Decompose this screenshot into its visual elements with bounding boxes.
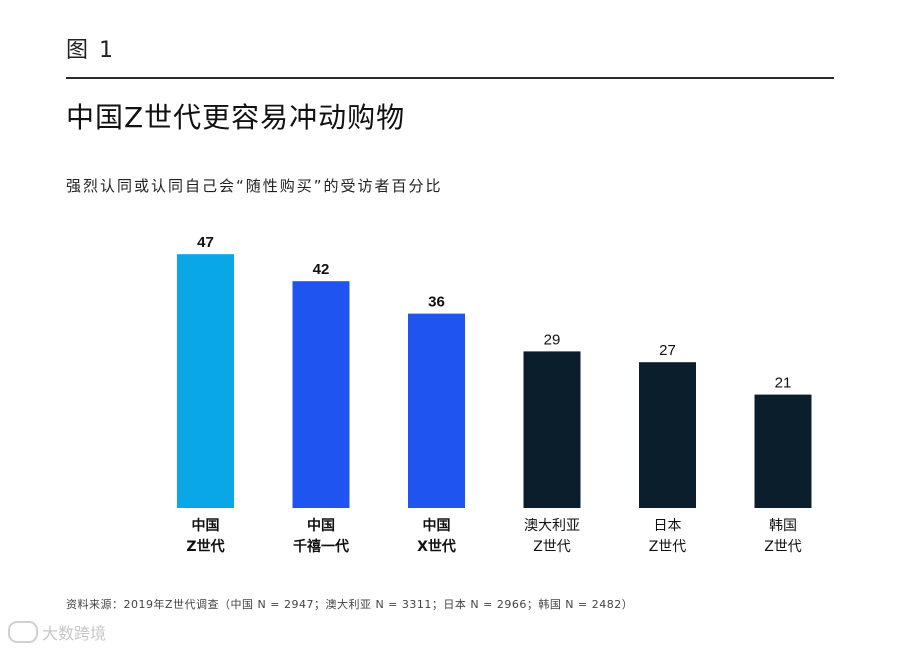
value-label-3: 36 bbox=[428, 294, 445, 311]
category-label-3-line-2: X世代 bbox=[417, 538, 456, 555]
category-label-2-line-1: 中国 bbox=[307, 517, 335, 534]
watermark-text: 大数跨境 bbox=[42, 624, 107, 643]
chart-title: 中国Z世代更容易冲动购物 bbox=[66, 101, 406, 134]
category-label-6-line-2: Z世代 bbox=[764, 539, 802, 555]
value-label-6: 21 bbox=[775, 375, 792, 392]
bar-1 bbox=[177, 254, 234, 508]
category-label-6-line-1: 韩国 bbox=[769, 518, 797, 534]
category-label-4-line-1: 澳大利亚 bbox=[524, 518, 580, 534]
category-label-5-line-1: 日本 bbox=[654, 518, 682, 534]
category-label-3-line-1: 中国 bbox=[423, 517, 451, 534]
source-note: 资料来源：2019年Z世代调查（中国 N = 2947；澳大利亚 N = 331… bbox=[66, 598, 634, 611]
value-label-4: 29 bbox=[544, 331, 561, 348]
value-label-1: 47 bbox=[197, 234, 214, 251]
category-label-4-line-2: Z世代 bbox=[533, 539, 571, 555]
category-label-1-line-1: 中国 bbox=[192, 517, 220, 534]
value-label-2: 42 bbox=[313, 261, 330, 278]
bar-3 bbox=[408, 313, 465, 508]
watermark: 大数跨境 bbox=[8, 620, 106, 644]
bar-4 bbox=[523, 351, 581, 508]
header-rule bbox=[66, 77, 834, 79]
category-label-1-line-2: Z世代 bbox=[186, 538, 224, 555]
category-label-2-line-2: 千禧一代 bbox=[293, 538, 349, 555]
watermark-logo-icon bbox=[8, 621, 38, 643]
value-label-5: 27 bbox=[659, 342, 676, 359]
figure-label: 图 1 bbox=[66, 38, 115, 63]
bar-5 bbox=[639, 362, 696, 508]
chart-subtitle: 强烈认同或认同自己会“随性购买”的受访者百分比 bbox=[66, 177, 443, 195]
bar-6 bbox=[754, 394, 812, 508]
category-label-5-line-2: Z世代 bbox=[649, 539, 687, 555]
bar-2 bbox=[292, 281, 350, 508]
